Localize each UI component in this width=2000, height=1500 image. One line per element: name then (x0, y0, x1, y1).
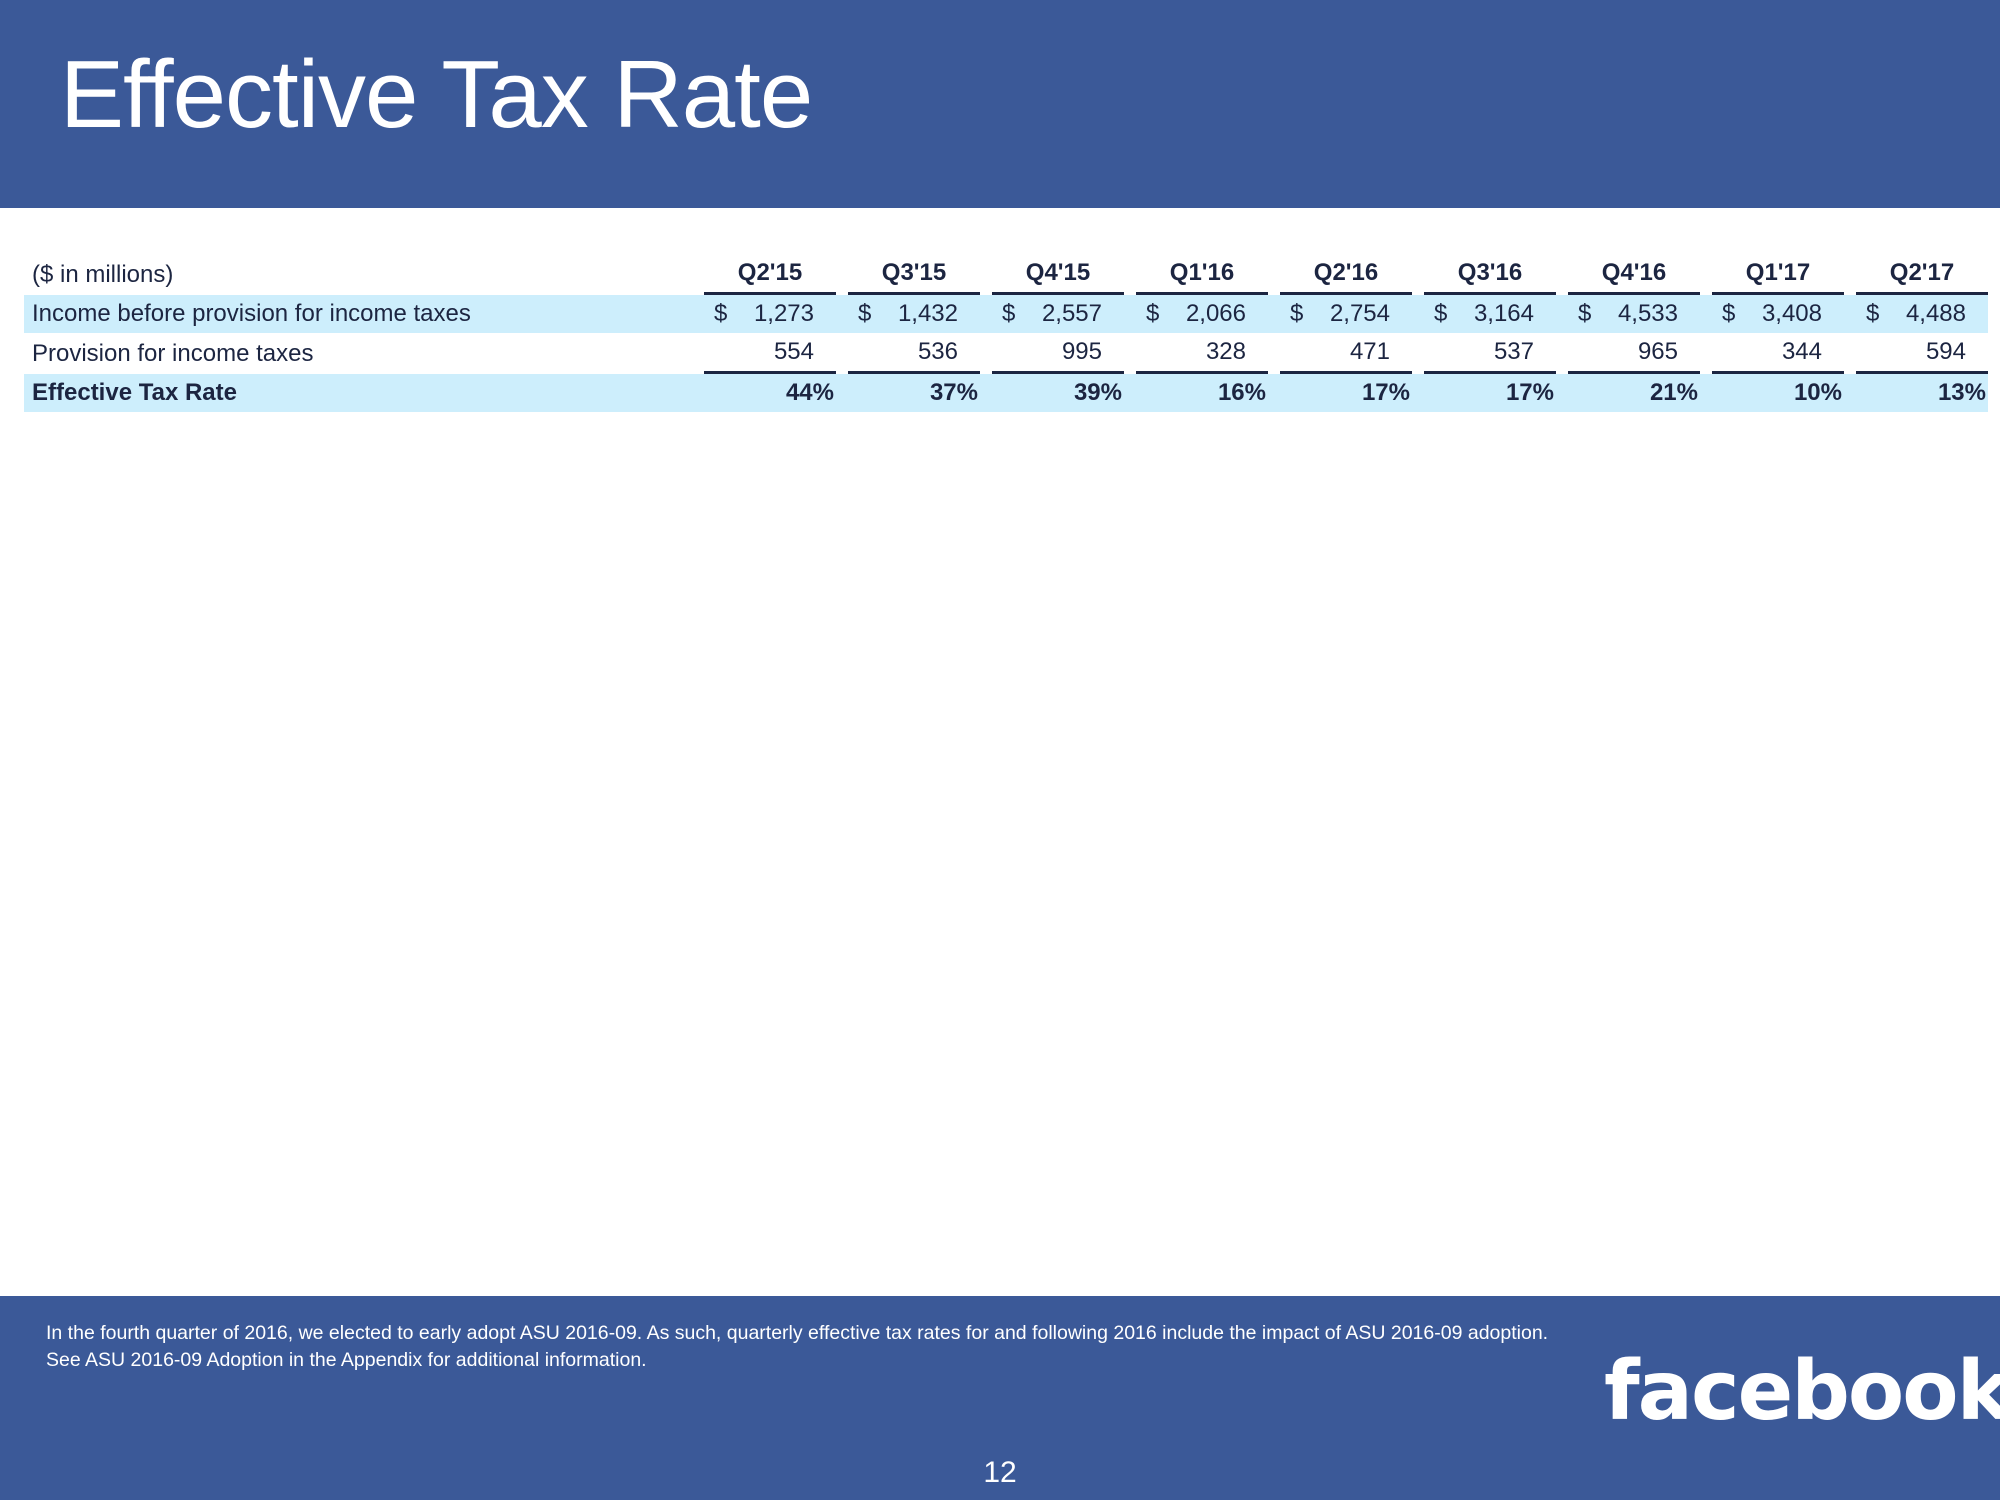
table-cell: $3,408 (1712, 295, 1844, 333)
table-cell: $2,066 (1136, 295, 1268, 333)
table-cell: 37% (848, 374, 980, 412)
column-header: Q1'16 (1136, 254, 1268, 295)
currency-symbol: $ (1002, 300, 1016, 327)
table-cell: 965 (1568, 333, 1700, 374)
column-header: Q4'16 (1568, 254, 1700, 295)
table-cell: $2,557 (992, 295, 1124, 333)
footnote: In the fourth quarter of 2016, we electe… (46, 1322, 1549, 1371)
header-banner: Effective Tax Rate (0, 0, 2000, 208)
column-header: Q3'15 (848, 254, 980, 295)
column-header: Q2'17 (1856, 254, 1988, 295)
table-cell: 537 (1424, 333, 1556, 374)
page-number: 12 (983, 1456, 1017, 1489)
table-cell: $4,488 (1856, 295, 1988, 333)
table-cell: 21% (1568, 374, 1700, 412)
row-label: Provision for income taxes (32, 339, 314, 367)
column-header: Q1'17 (1712, 254, 1844, 295)
currency-symbol: $ (1146, 300, 1160, 327)
table-cell: $3,164 (1424, 295, 1556, 333)
currency-symbol: $ (714, 300, 728, 327)
table-header-row: ($ in millions) Q2'15 Q3'15 Q4'15 Q1'16 … (24, 254, 1988, 295)
facebook-logo: facebook (1604, 1344, 2000, 1439)
column-header: Q2'16 (1280, 254, 1412, 295)
currency-symbol: $ (1722, 300, 1736, 327)
column-header: Q4'15 (992, 254, 1124, 295)
table-cell: 328 (1136, 333, 1268, 374)
table-row-provision: Provision for income taxes 554 536 995 3… (24, 333, 1988, 374)
currency-symbol: $ (1290, 300, 1304, 327)
table-cell: 594 (1856, 333, 1988, 374)
table-row-income-before-tax: Income before provision for income taxes… (24, 295, 1988, 333)
table-cell: 17% (1424, 374, 1556, 412)
page-title: Effective Tax Rate (60, 41, 813, 148)
table-cell: $2,754 (1280, 295, 1412, 333)
table-cell: 16% (1136, 374, 1268, 412)
table-cell: 344 (1712, 333, 1844, 374)
table-cell: 10% (1712, 374, 1844, 412)
table-cell: 39% (992, 374, 1124, 412)
table-cell: 554 (704, 333, 836, 374)
table-row-effective-tax-rate: Effective Tax Rate 44% 37% 39% 16% 17% 1… (24, 374, 1988, 412)
footer-banner: In the fourth quarter of 2016, we electe… (0, 1296, 2000, 1500)
row-label: Effective Tax Rate (24, 374, 704, 412)
table-cell: $1,273 (704, 295, 836, 333)
table-cell: 471 (1280, 333, 1412, 374)
currency-symbol: $ (858, 300, 872, 327)
table-cell: 995 (992, 333, 1124, 374)
table-cell: 13% (1856, 374, 1988, 412)
row-label: Income before provision for income taxes (24, 295, 704, 333)
table-cell: 17% (1280, 374, 1412, 412)
column-header: Q2'15 (704, 254, 836, 295)
table-cell: 536 (848, 333, 980, 374)
table-cell: 44% (704, 374, 836, 412)
unit-label: ($ in millions) (32, 260, 174, 288)
currency-symbol: $ (1434, 300, 1448, 327)
table-cell: $4,533 (1568, 295, 1700, 333)
tax-table: ($ in millions) Q2'15 Q3'15 Q4'15 Q1'16 … (24, 254, 1988, 412)
column-header: Q3'16 (1424, 254, 1556, 295)
table-cell: $1,432 (848, 295, 980, 333)
currency-symbol: $ (1866, 300, 1880, 327)
currency-symbol: $ (1578, 300, 1592, 327)
